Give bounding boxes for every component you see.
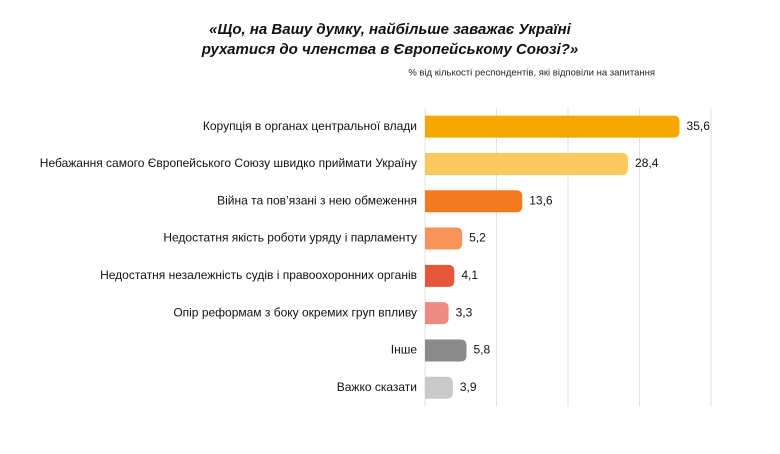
value-label: 5,8 xyxy=(473,343,490,357)
bar xyxy=(425,376,453,399)
value-label: 5,2 xyxy=(469,231,486,245)
bar xyxy=(425,339,467,362)
category-label: Корупція в органах центральної влади xyxy=(203,119,417,133)
chart-title: рухатися до членства в Європейському Сою… xyxy=(201,41,579,58)
value-label: 4,1 xyxy=(461,268,478,282)
value-label: 3,3 xyxy=(456,305,473,319)
category-label: Опір реформам з боку окремих груп впливу xyxy=(173,305,417,319)
bar xyxy=(425,190,523,213)
category-label: Небажання самого Європейського Союзу шви… xyxy=(40,156,417,170)
category-label: Інше xyxy=(391,343,418,357)
bar xyxy=(425,115,680,138)
value-label: 13,6 xyxy=(529,193,553,207)
bar xyxy=(425,264,455,287)
category-label: Важко сказати xyxy=(337,380,417,394)
value-label: 3,9 xyxy=(460,380,477,394)
value-label: 35,6 xyxy=(687,119,711,133)
bar xyxy=(425,302,449,325)
chart-subtitle: % від кількості респондентів, які відпов… xyxy=(408,68,655,79)
bar xyxy=(425,152,629,175)
chart-title: «Що, на Вашу думку, найбільше заважає Ук… xyxy=(209,21,571,38)
bar xyxy=(425,227,463,250)
value-label: 28,4 xyxy=(635,156,659,170)
category-label: Недостатня незалежність судів і правоохо… xyxy=(100,268,417,282)
category-label: Війна та пов’язані з нею обмеження xyxy=(217,193,417,207)
category-label: Недостатня якість роботи уряду і парламе… xyxy=(163,231,417,245)
